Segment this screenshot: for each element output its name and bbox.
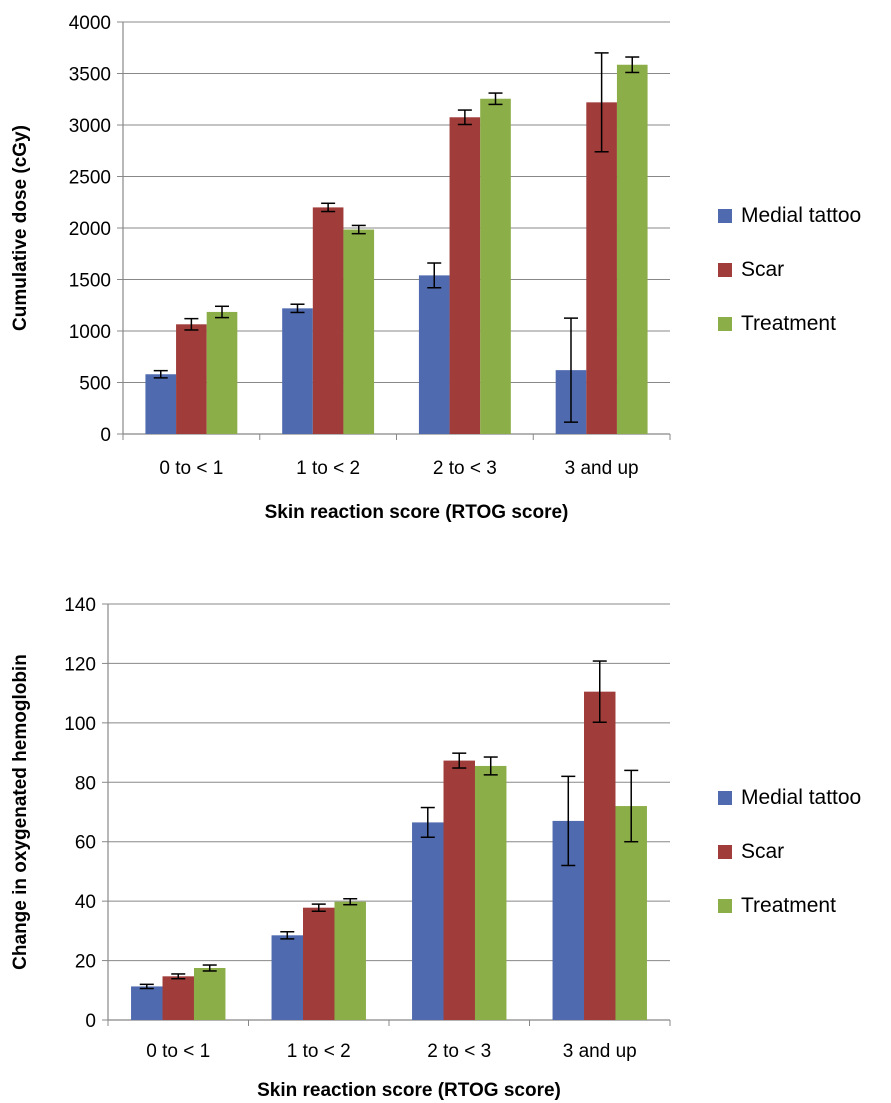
- y-axis-title: Cumulative dose (cGy): [10, 125, 31, 331]
- bar: [303, 907, 335, 1020]
- bar: [271, 935, 304, 1020]
- x-tick-label: 1 to < 2: [296, 458, 360, 479]
- y-tick-label: 40: [75, 892, 96, 913]
- bar: [343, 229, 375, 434]
- x-tick-label: 1 to < 2: [287, 1041, 351, 1062]
- legend-swatch: [718, 845, 732, 859]
- bar: [586, 102, 617, 434]
- x-tick-label: 2 to < 3: [427, 1041, 491, 1062]
- bar: [131, 986, 163, 1020]
- bar: [418, 275, 450, 434]
- chart-1: 0 500 1000 1500 2000 2500 3000 3500 4000 0 to < 1…: [10, 13, 861, 523]
- legend-swatch: [718, 791, 732, 805]
- legend-swatch: [718, 317, 732, 331]
- legend-swatch: [718, 899, 732, 913]
- x-axis-title: Skin reaction score (RTOG score): [257, 1080, 561, 1101]
- legend-label: Medial tattoo: [741, 204, 861, 227]
- bar: [480, 98, 511, 435]
- y-tick-label: 20: [75, 952, 96, 973]
- y-tick-label: 120: [64, 654, 96, 675]
- legend-swatch: [718, 209, 732, 223]
- bar: [412, 822, 444, 1020]
- y-tick-label: 2500: [69, 168, 111, 189]
- bar: [176, 324, 207, 434]
- bar: [334, 901, 366, 1020]
- bar: [449, 117, 481, 435]
- y-tick-label: 1500: [69, 271, 111, 292]
- x-tick-label: 0 to < 1: [159, 458, 223, 479]
- y-tick-label: 100: [64, 714, 96, 735]
- x-axis-title: Skin reaction score (RTOG score): [265, 502, 569, 523]
- bar: [282, 308, 313, 434]
- chart-2: 0 20 40 60 80 100 120 140 0 to < 1 1 to < 2 2 to <…: [10, 595, 861, 1101]
- y-tick-label: 4000: [69, 13, 111, 34]
- y-tick-label: 140: [64, 595, 96, 616]
- bar: [162, 976, 194, 1020]
- legend-label: Treatment: [741, 312, 836, 335]
- x-tick-label: 0 to < 1: [146, 1041, 210, 1062]
- y-tick-label: 0: [85, 1011, 96, 1032]
- y-tick-label: 3000: [69, 116, 111, 137]
- legend-label: Treatment: [741, 894, 836, 917]
- y-axis-title: Change in oxygenated hemoglobin: [10, 654, 31, 970]
- y-tick-label: 1000: [69, 322, 111, 343]
- bar: [616, 64, 648, 435]
- y-tick-label: 2000: [69, 219, 111, 240]
- legend-label: Scar: [741, 840, 784, 863]
- x-tick-label: 3 and up: [565, 458, 639, 479]
- y-tick-label: 0: [100, 425, 111, 446]
- bar: [474, 765, 507, 1020]
- y-tick-label: 80: [75, 773, 96, 794]
- legend-label: Medial tattoo: [741, 786, 861, 809]
- bar: [193, 968, 226, 1020]
- bar: [312, 207, 344, 434]
- x-tick-label: 3 and up: [563, 1041, 637, 1062]
- legend-swatch: [718, 263, 732, 277]
- bar: [206, 311, 238, 434]
- bar: [584, 691, 616, 1020]
- y-tick-label: 60: [75, 833, 96, 854]
- y-tick-label: 500: [79, 374, 111, 395]
- bar: [443, 760, 475, 1020]
- x-tick-label: 2 to < 3: [433, 458, 497, 479]
- y-tick-label: 3500: [69, 65, 111, 86]
- legend-label: Scar: [741, 258, 784, 281]
- bar: [145, 374, 177, 434]
